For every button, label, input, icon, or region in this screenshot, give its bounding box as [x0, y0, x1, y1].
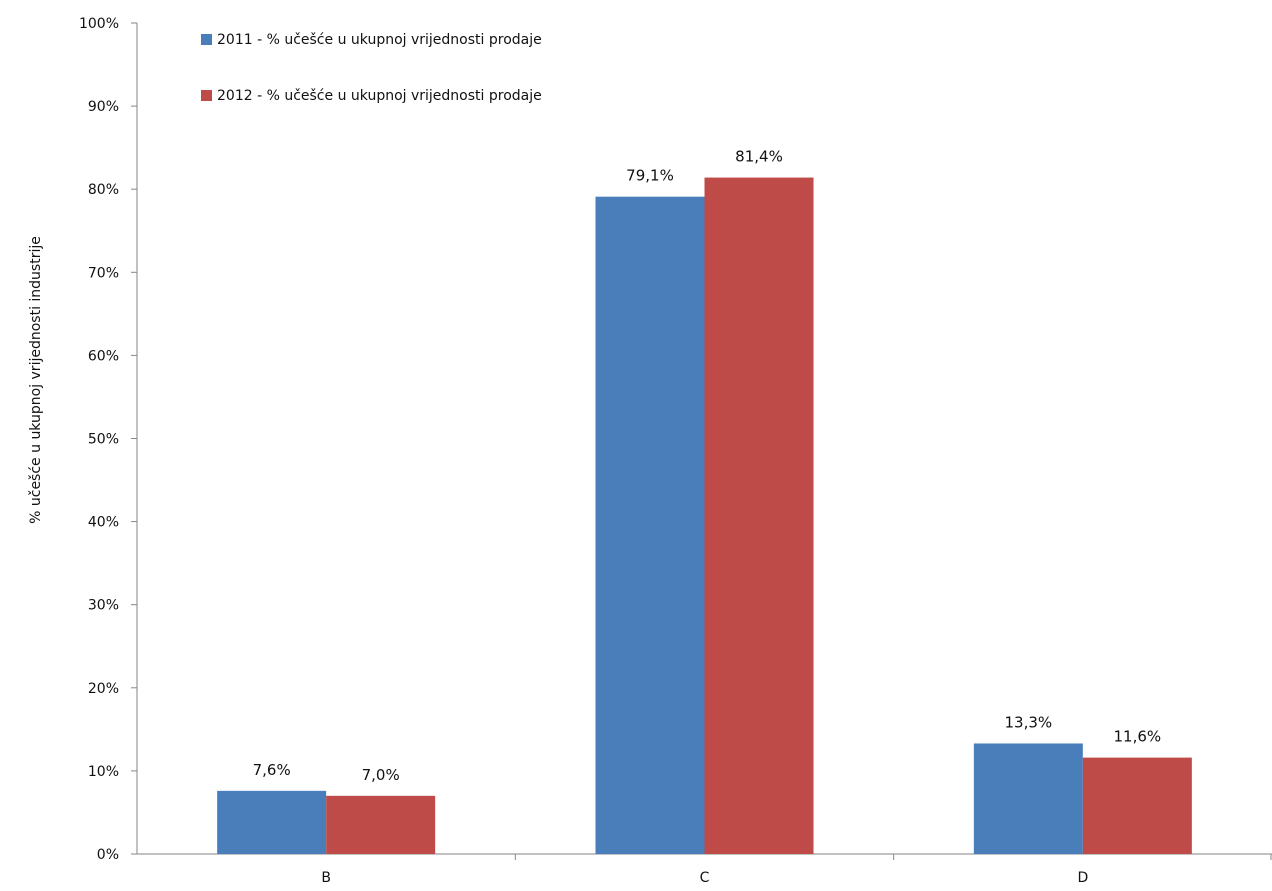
- y-tick-label: 50%: [88, 432, 119, 448]
- bar-c-series-2: [704, 177, 814, 855]
- y-tick-label: 10%: [88, 764, 119, 780]
- y-tick-label: 70%: [88, 265, 119, 281]
- bar-b-series-2: [326, 795, 436, 854]
- data-label: 79,1%: [626, 167, 674, 185]
- data-label: 7,0%: [362, 766, 400, 784]
- data-label: 7,6%: [253, 761, 291, 779]
- data-label: 13,3%: [1005, 713, 1053, 731]
- legend-swatch: [201, 34, 212, 45]
- bars-layer: [217, 177, 1192, 855]
- x-category-label: B: [321, 870, 331, 886]
- bar-d-series-1: [973, 743, 1083, 854]
- y-tick-label: 0%: [97, 847, 119, 863]
- y-tick-label: 100%: [79, 16, 119, 32]
- y-tick-label: 90%: [88, 99, 119, 115]
- bar-c-series-1: [595, 196, 705, 854]
- bar-b-series-1: [217, 790, 327, 854]
- axes-layer: 0% 10% 20% 30% 40% 50% 60% 70% 80% 90% 100% B C D: [79, 16, 1272, 886]
- x-category-label: C: [700, 870, 710, 886]
- legend-label: 2011 - % učešće u ukupnoj vrijednosti pr…: [217, 32, 542, 48]
- legend: 2011 - % učešće u ukupnoj vrijednosti pr…: [201, 32, 542, 104]
- legend-swatch: [201, 90, 212, 101]
- y-tick-label: 80%: [88, 182, 119, 198]
- y-tick-label: 30%: [88, 598, 119, 614]
- y-tick-label: 60%: [88, 348, 119, 364]
- y-tick-label: 40%: [88, 515, 119, 531]
- y-axis-title: % učešće u ukupnoj vrijednosti industrij…: [28, 236, 44, 524]
- bar-d-series-2: [1082, 757, 1192, 854]
- y-tick-label: 20%: [88, 681, 119, 697]
- x-category-label: D: [1077, 870, 1088, 886]
- legend-label: 2012 - % učešće u ukupnoj vrijednosti pr…: [217, 88, 542, 104]
- data-label: 81,4%: [735, 148, 783, 166]
- data-labels-layer: 7,6% 7,0% 79,1% 81,4% 13,3% 11,6%: [253, 148, 1162, 784]
- data-label: 11,6%: [1114, 728, 1162, 746]
